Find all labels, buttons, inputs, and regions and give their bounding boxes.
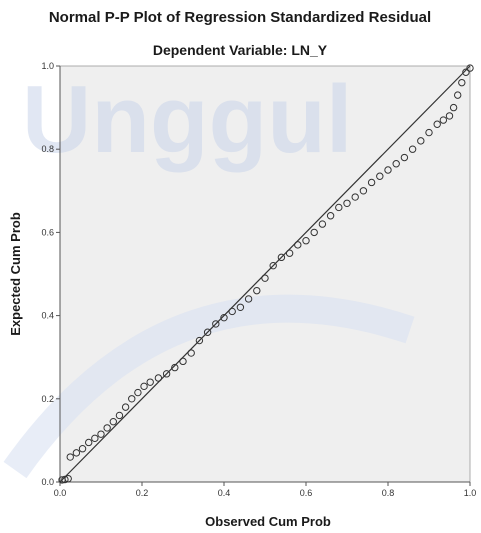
x-axis-label: Observed Cum Prob: [205, 514, 331, 529]
data-point: [97, 430, 105, 438]
data-point: [302, 237, 310, 245]
data-point: [425, 128, 433, 137]
data-point: [392, 160, 400, 168]
data-point: [85, 438, 93, 447]
data-point: [326, 212, 335, 220]
data-point: [351, 193, 359, 201]
data-point: [61, 475, 69, 484]
data-point: [140, 382, 148, 391]
data-point: [417, 137, 425, 145]
data-point: [376, 172, 384, 180]
data-point: [66, 453, 74, 461]
data-point: [220, 313, 228, 322]
x-tick-label: 1.0: [464, 488, 477, 498]
data-point: [433, 120, 441, 128]
data-point: [203, 328, 212, 336]
data-point: [466, 64, 474, 72]
data-point: [128, 395, 136, 403]
data-point: [72, 449, 81, 457]
data-point: [400, 153, 409, 162]
chart-title: Normal P-P Plot of Regression Standardiz…: [49, 9, 431, 26]
data-point: [449, 103, 458, 112]
x-tick-label: 0.8: [382, 488, 395, 498]
watermark-arc: [3, 294, 415, 479]
watermark-logo-text: Unggul: [22, 66, 353, 173]
data-point: [195, 336, 204, 345]
y-axis-label: Expected Cum Prob: [8, 212, 23, 336]
reference-line: [59, 65, 471, 483]
data-point: [261, 274, 269, 282]
data-point: [462, 68, 470, 76]
data-point: [236, 303, 245, 311]
y-tick-label: 0.4: [41, 311, 54, 321]
y-tick-label: 1.0: [41, 61, 54, 71]
data-point: [454, 91, 462, 99]
data-point: [384, 166, 392, 174]
data-point: [134, 388, 142, 397]
x-tick-label: 0.0: [54, 488, 67, 498]
data-point: [458, 78, 466, 87]
y-tick-label: 0.2: [41, 394, 54, 404]
data-point: [64, 474, 72, 483]
data-point: [367, 178, 376, 187]
data-point: [285, 249, 294, 257]
data-point: [162, 370, 171, 378]
x-tick-label: 0.2: [136, 488, 149, 498]
data-point: [408, 145, 417, 153]
data-point: [269, 261, 277, 270]
y-tick-label: 0.6: [41, 227, 54, 237]
data-point: [253, 286, 261, 295]
data-point: [171, 363, 179, 372]
axes: 0.0 0.2 0.4 0.6 0.8 1.0 0.0 0.2 0.4 0.6 0.8 1.0: [41, 61, 476, 498]
data-point: [91, 434, 99, 443]
x-tick-label: 0.6: [300, 488, 313, 498]
y-tick-label: 0.0: [41, 477, 54, 487]
chart-subtitle: Dependent Variable: LN_Y: [153, 42, 328, 58]
data-point: [121, 403, 130, 411]
data-point: [212, 320, 220, 328]
data-point: [154, 374, 163, 382]
data-point: [335, 203, 343, 212]
data-point: [228, 307, 236, 316]
data-point: [187, 349, 195, 357]
data-point: [78, 445, 87, 453]
data-point: [318, 220, 327, 228]
data-point: [103, 424, 111, 432]
data-points: [58, 64, 474, 484]
data-point: [277, 253, 286, 262]
data-point: [244, 295, 253, 303]
data-point: [445, 112, 454, 120]
y-tick-label: 0.8: [41, 144, 54, 154]
data-point: [359, 187, 368, 195]
data-point: [294, 241, 302, 249]
data-point: [179, 357, 187, 366]
data-point: [146, 378, 154, 386]
data-point: [109, 417, 118, 426]
data-point: [439, 116, 448, 124]
data-point: [343, 199, 351, 207]
data-point: [115, 411, 124, 420]
x-tick-label: 0.4: [218, 488, 231, 498]
data-point: [310, 228, 318, 237]
